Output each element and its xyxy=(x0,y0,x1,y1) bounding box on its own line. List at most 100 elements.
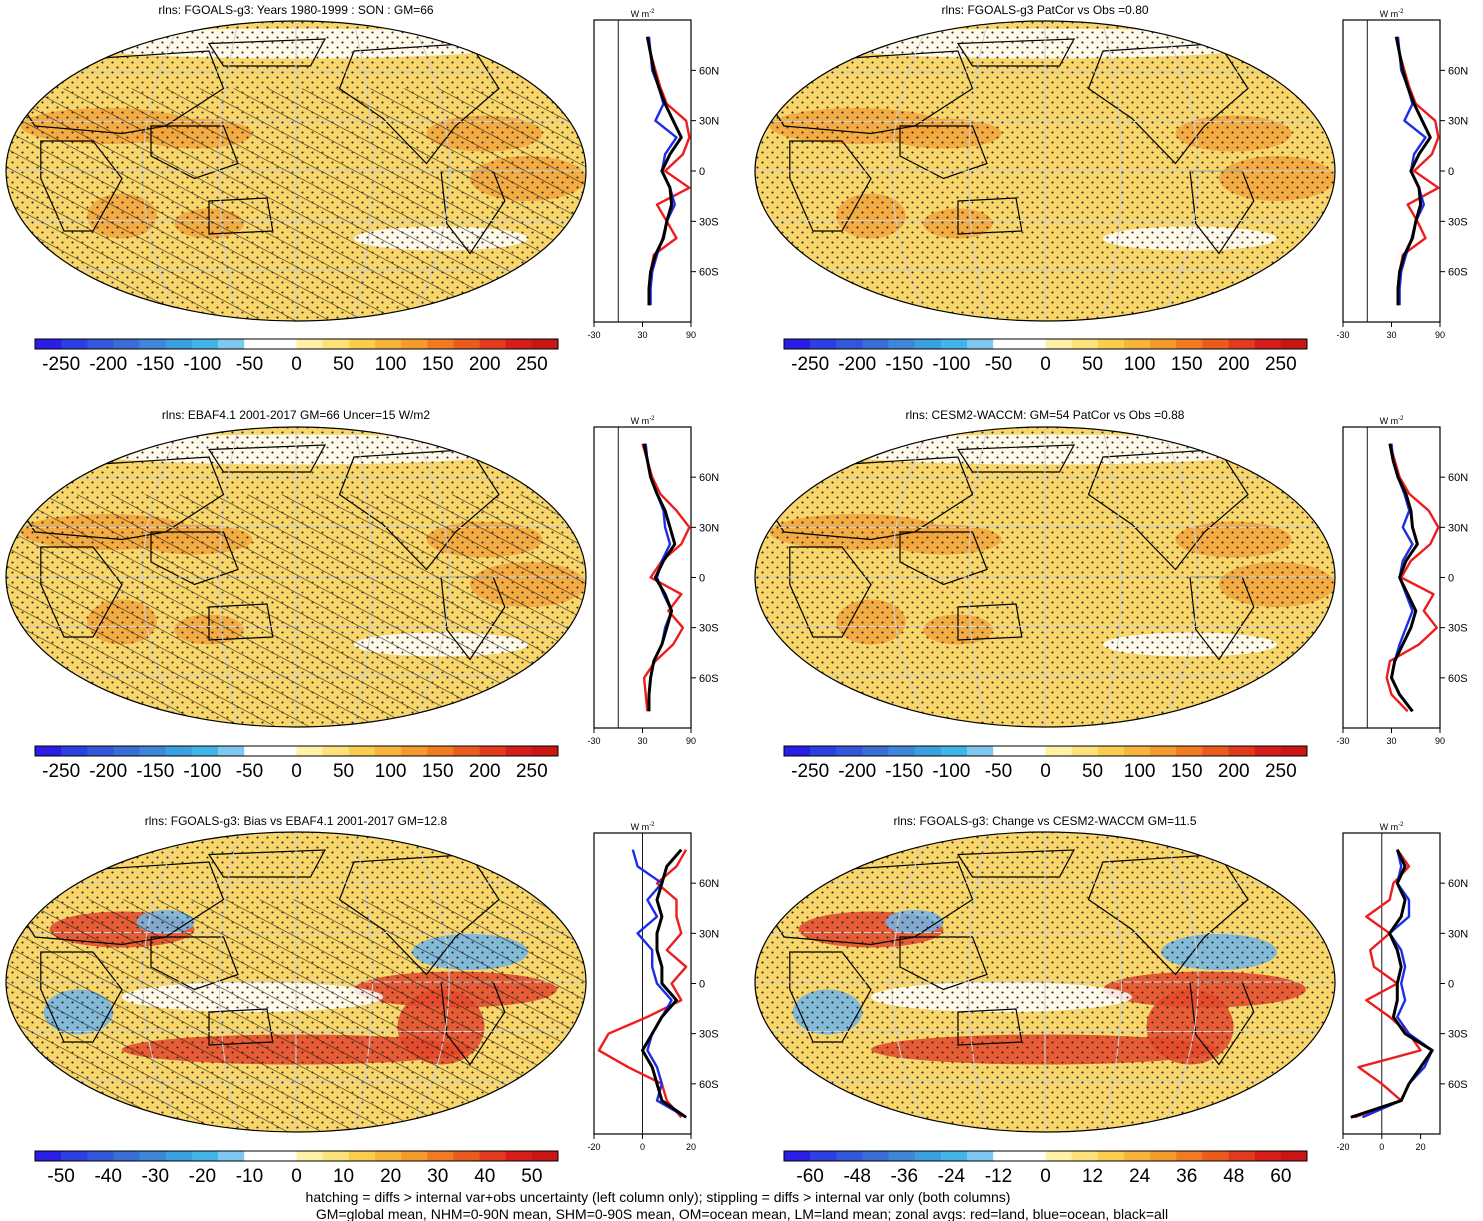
units-label: W m-2 xyxy=(631,416,655,426)
colorbar: -250 -200 -150 -100 -50 0 50 100 150 200 250 xyxy=(783,745,1308,782)
colorbar-border xyxy=(34,1150,559,1162)
colorbar-swatch xyxy=(113,1151,140,1161)
colorbar-swatch xyxy=(322,746,350,756)
hatching xyxy=(6,88,586,321)
x-tick-label: -30 xyxy=(587,330,600,340)
colorbar-swatch xyxy=(1228,1151,1255,1161)
colorbar-label: 100 xyxy=(375,761,407,782)
plot-frame xyxy=(1342,426,1441,729)
x-tick-label: 20 xyxy=(1416,1142,1426,1152)
colorbar-label: 0 xyxy=(1040,761,1051,782)
colorbar-swatch xyxy=(374,746,402,756)
zonal-mean-plot: W m-2 60N 30N 0 30S 60S -30 30 90 xyxy=(1336,416,1468,746)
units-exponent: -2 xyxy=(1398,416,1404,422)
map-field xyxy=(6,21,586,321)
colorbar-label: -100 xyxy=(932,761,970,782)
colorbar-swatch xyxy=(87,339,114,349)
lat-tick-label: 0 xyxy=(699,573,705,585)
colorbar: -250 -200 -150 -100 -50 0 50 100 150 200 250 xyxy=(783,338,1308,375)
colorbar-swatch xyxy=(139,1151,167,1161)
colorbar-swatch xyxy=(296,1151,323,1161)
colorbar-label: 150 xyxy=(1171,354,1203,375)
units-label: W m-2 xyxy=(631,822,655,832)
colorbar-swatch xyxy=(1097,746,1125,756)
colorbar-border xyxy=(34,745,559,757)
colorbar-label: 250 xyxy=(516,761,548,782)
map xyxy=(754,20,1336,322)
x-tick-label: 30 xyxy=(1386,330,1396,340)
colorbar-swatch xyxy=(1176,339,1203,349)
colorbar-swatch xyxy=(296,746,323,756)
colorbar-label: -200 xyxy=(89,354,127,375)
colorbar-swatch xyxy=(810,339,837,349)
stippling xyxy=(755,21,1335,321)
colorbar-swatch xyxy=(836,339,863,349)
colorbar-swatch xyxy=(479,746,506,756)
colorbar-swatch xyxy=(914,746,942,756)
lat-tick-label: 0 xyxy=(1448,573,1454,585)
colorbar-swatch xyxy=(218,746,245,756)
colorbar-swatch xyxy=(1123,339,1151,349)
units-exponent: -2 xyxy=(649,416,655,422)
colorbar-label: -50 xyxy=(236,354,263,375)
lat-tick-label: 60N xyxy=(1448,472,1468,484)
zonal-line-all xyxy=(645,36,683,306)
colorbar-label: -150 xyxy=(136,354,174,375)
panel-2: rlns: FGOALS-g3 PatCor vs Obs =0.80 W m-… xyxy=(754,3,1468,375)
colorbar-swatch xyxy=(1071,339,1099,349)
colorbar-label: -48 xyxy=(843,1166,870,1187)
colorbar-label: 100 xyxy=(1124,354,1156,375)
colorbar-swatch xyxy=(87,1151,114,1161)
x-tick-label: 90 xyxy=(686,330,696,340)
colorbar-swatch xyxy=(453,746,480,756)
colorbar-swatch xyxy=(967,1151,994,1161)
units-label: W m-2 xyxy=(1380,9,1404,19)
colorbar-swatch xyxy=(862,1151,889,1161)
colorbar-label: 48 xyxy=(1223,1166,1244,1187)
colorbar-label: -50 xyxy=(985,354,1012,375)
colorbar-swatch xyxy=(218,339,245,349)
colorbar-swatch xyxy=(531,746,559,756)
colorbar-label: -150 xyxy=(136,761,174,782)
colorbar-swatch xyxy=(1019,1151,1046,1161)
colorbar-label: -100 xyxy=(183,354,221,375)
colorbar-swatch xyxy=(139,339,167,349)
footer-line-1: hatching = diffs > internal var+obs unce… xyxy=(306,1189,1011,1205)
colorbar: -50 -40 -30 -20 -10 0 10 20 30 40 50 xyxy=(34,1150,559,1187)
colorbar-swatch xyxy=(1254,339,1282,349)
units-exponent: -2 xyxy=(649,9,655,15)
panel-6: rlns: FGOALS-g3: Change vs CESM2-WACCM G… xyxy=(754,814,1468,1187)
colorbar-swatch xyxy=(479,339,506,349)
lat-tick-label: 60S xyxy=(1448,1079,1468,1091)
colorbar-swatch xyxy=(87,746,114,756)
x-tick-label: -30 xyxy=(1336,330,1349,340)
colorbar-swatch xyxy=(888,746,916,756)
colorbar-label: 150 xyxy=(422,761,454,782)
colorbar-label: 10 xyxy=(333,1166,354,1187)
colorbar-swatch xyxy=(810,746,837,756)
zonal-line-all xyxy=(1394,36,1432,306)
colorbar-swatch xyxy=(296,339,323,349)
zonal-line-all xyxy=(1350,849,1434,1119)
colorbar-label: 24 xyxy=(1129,1166,1151,1187)
colorbar-swatch xyxy=(165,746,193,756)
colorbar-label: 0 xyxy=(291,1166,302,1187)
colorbar-border xyxy=(783,338,1308,350)
colorbar-swatch xyxy=(531,339,559,349)
colorbar-label: -250 xyxy=(42,354,80,375)
colorbar-swatch xyxy=(113,339,140,349)
panel-3: rlns: EBAF4.1 2001-2017 GM=66 Uncer=15 W… xyxy=(5,408,719,782)
colorbar-swatch xyxy=(888,339,916,349)
colorbar-swatch xyxy=(914,1151,942,1161)
colorbar-swatch xyxy=(1202,746,1229,756)
map-field xyxy=(6,427,586,727)
colorbar-swatch xyxy=(531,1151,559,1161)
panel-4: rlns: CESM2-WACCM: GM=54 PatCor vs Obs =… xyxy=(754,408,1468,782)
zonal-mean-plot: W m-2 60N 30N 0 30S 60S -30 30 90 xyxy=(587,416,719,746)
colorbar-swatch xyxy=(427,339,454,349)
lat-tick-label: 30N xyxy=(699,522,719,534)
hatching xyxy=(6,899,586,1132)
colorbar-swatch xyxy=(1202,1151,1229,1161)
colorbar-swatch xyxy=(784,746,811,756)
colorbar-label: 0 xyxy=(291,761,302,782)
